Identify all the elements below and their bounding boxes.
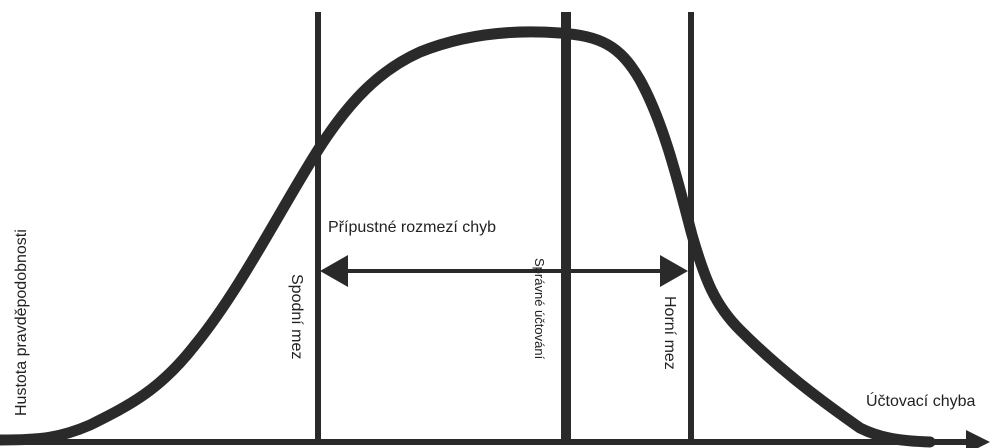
correct-label: Správné účtování — [532, 258, 547, 360]
density-curve — [0, 26, 936, 448]
range-label: Přípustné rozmezí chyb — [328, 219, 496, 236]
y-axis-label: Hustota pravděpodobnosti — [13, 229, 30, 416]
lower-limit-label: Spodní mez — [288, 274, 305, 359]
upper-limit-label: Horní mez — [661, 296, 678, 370]
x-axis-label: Účtovací chyba — [866, 391, 975, 410]
